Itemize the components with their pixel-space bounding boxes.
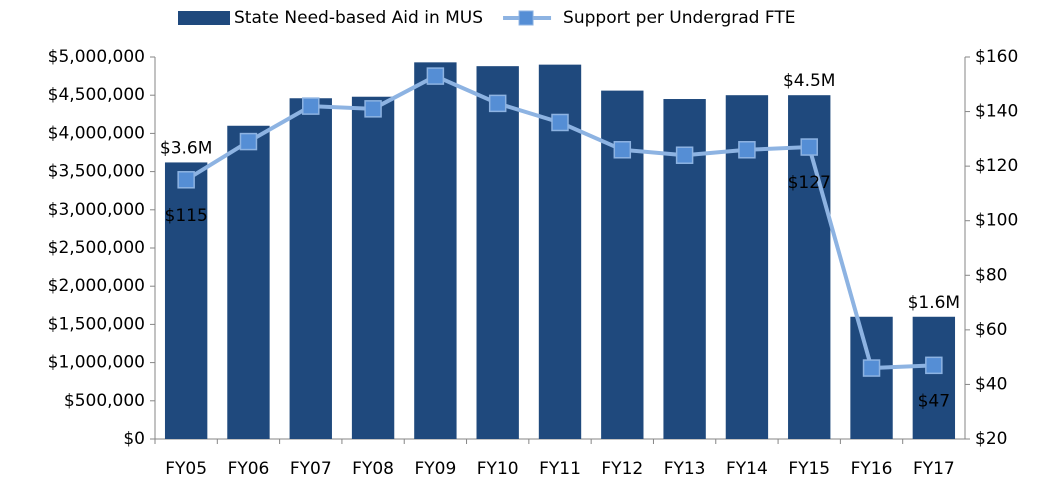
x-tick-label: FY10 <box>477 459 519 479</box>
x-tick-label: FY05 <box>165 459 207 479</box>
x-tick-label: FY15 <box>788 459 830 479</box>
y2-tick-label: $60 <box>975 320 1007 340</box>
line-marker <box>738 141 756 159</box>
x-tick-label: FY07 <box>290 459 332 479</box>
x-tick-label: FY17 <box>913 459 955 479</box>
x-tick-label: FY14 <box>726 459 768 479</box>
y2-tick-label: $100 <box>975 211 1018 231</box>
bar <box>912 316 956 439</box>
line-marker <box>862 359 881 377</box>
x-tick-label: FY12 <box>601 459 643 479</box>
y-tick-label: $1,000,000 <box>48 353 145 373</box>
line-marker <box>613 141 632 159</box>
y-tick-label: $2,000,000 <box>48 276 145 296</box>
y-tick-label: $3,000,000 <box>48 200 145 220</box>
line-marker <box>925 356 943 375</box>
bar <box>164 162 208 439</box>
y-tick-label: $3,500,000 <box>48 162 145 182</box>
bar <box>289 98 332 440</box>
y-tick-label: $500,000 <box>64 391 145 411</box>
y2-tick-label: $120 <box>975 156 1018 176</box>
x-tick-label: FY16 <box>851 459 893 479</box>
x-tick-label: FY06 <box>228 459 270 479</box>
x-tick-label: FY11 <box>539 459 581 479</box>
y-tick-label: $4,500,000 <box>48 85 145 105</box>
line-marker <box>364 100 382 118</box>
line-marker <box>551 113 569 132</box>
legend-label: Support per Undergrad FTE <box>563 8 795 28</box>
y2-tick-label: $140 <box>975 102 1018 122</box>
bar <box>414 62 457 440</box>
line-marker <box>675 146 694 164</box>
line-value-label: $47 <box>918 391 950 411</box>
y-tick-label: $0 <box>123 429 145 449</box>
line-marker <box>302 97 320 115</box>
legend-swatch <box>178 11 230 25</box>
line-marker <box>488 94 507 113</box>
y-tick-label: $5,000,000 <box>48 47 145 67</box>
y2-tick-label: $40 <box>975 374 1007 394</box>
line-value-label: $127 <box>788 173 831 193</box>
bar <box>476 66 519 439</box>
bar-value-label: $3.6M <box>160 138 213 158</box>
bar-value-label: $1.6M <box>908 293 961 313</box>
x-tick-label: FY13 <box>664 459 706 479</box>
y-tick-label: $4,000,000 <box>48 123 145 143</box>
line-marker <box>426 67 445 85</box>
bar <box>850 316 893 439</box>
bar-value-label: $4.5M <box>783 71 836 91</box>
x-tick-label: FY09 <box>414 459 456 479</box>
legend-swatch <box>518 10 534 26</box>
y-tick-label: $2,500,000 <box>48 238 145 258</box>
y2-tick-label: $160 <box>975 47 1018 67</box>
bar <box>227 125 270 439</box>
y2-tick-label: $20 <box>975 429 1007 449</box>
line-value-label: $115 <box>165 206 208 226</box>
line-marker <box>239 132 258 151</box>
y-tick-label: $1,500,000 <box>48 314 145 334</box>
y2-tick-label: $80 <box>975 265 1007 285</box>
legend-label: State Need-based Aid in MUS <box>234 8 483 28</box>
line-marker <box>800 138 818 156</box>
x-tick-label: FY08 <box>352 459 394 479</box>
line-marker <box>177 171 195 189</box>
bar <box>351 96 395 439</box>
